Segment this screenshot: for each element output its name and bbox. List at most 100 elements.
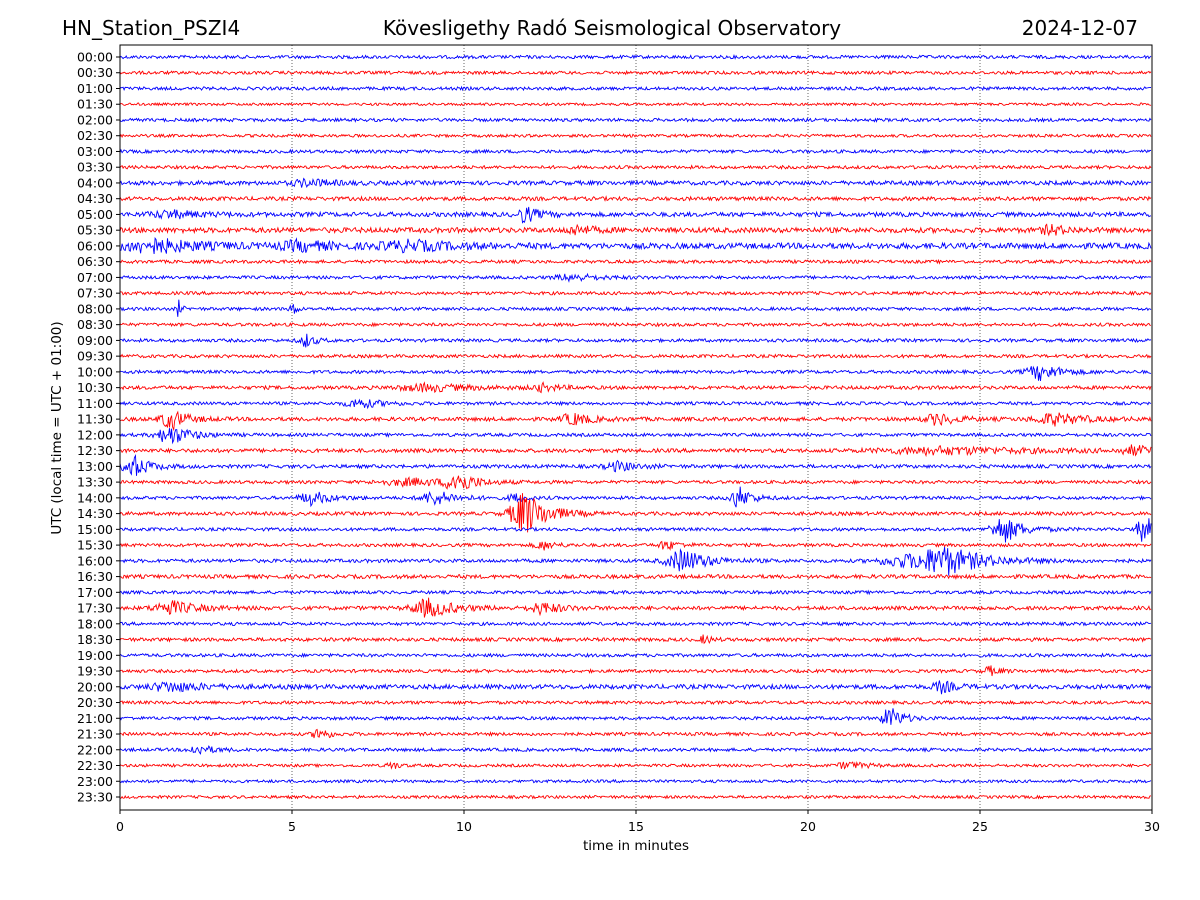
trace-2130 — [119, 728, 1152, 739]
y-tick-label: 01:30 — [77, 97, 113, 112]
y-tick-label: 09:00 — [77, 333, 113, 348]
y-tick-label: 05:30 — [77, 223, 113, 238]
trace-0430 — [119, 195, 1152, 203]
x-tick-label: 30 — [1144, 819, 1160, 834]
trace-1830 — [119, 634, 1152, 645]
y-tick-label: 10:00 — [77, 364, 113, 379]
y-tick-label: 02:00 — [77, 112, 113, 127]
y-tick-label: 15:30 — [77, 538, 113, 553]
y-tick-label: 12:30 — [77, 443, 113, 458]
trace-0300 — [119, 148, 1152, 155]
trace-2200 — [119, 745, 1152, 755]
trace-1730 — [119, 597, 1152, 618]
trace-1530 — [119, 540, 1152, 551]
trace-0400 — [119, 177, 1152, 188]
trace-1500 — [119, 518, 1152, 543]
y-tick-label: 02:30 — [77, 128, 113, 143]
trace-0230 — [119, 133, 1152, 139]
grid-lines — [291, 45, 981, 810]
y-tick-label: 04:00 — [77, 175, 113, 190]
y-tick-label: 03:00 — [77, 144, 113, 159]
x-tick-label: 5 — [288, 819, 296, 834]
trace-1130 — [119, 410, 1152, 432]
traces — [119, 54, 1152, 800]
trace-1300 — [119, 453, 1152, 476]
trace-0700 — [119, 272, 1152, 283]
trace-1000 — [119, 365, 1152, 382]
trace-1900 — [119, 652, 1152, 659]
x-tick-label: 20 — [800, 819, 816, 834]
y-tick-label: 16:30 — [77, 569, 113, 584]
trace-2300 — [119, 778, 1152, 784]
trace-0800 — [119, 299, 1152, 317]
trace-1930 — [119, 665, 1152, 677]
trace-1330 — [119, 475, 1152, 490]
x-tick-label: 15 — [628, 819, 644, 834]
y-tick-label: 18:00 — [77, 616, 113, 631]
trace-0000 — [119, 54, 1152, 60]
y-tick-label: 19:30 — [77, 664, 113, 679]
y-tick-label: 14:00 — [77, 490, 113, 505]
trace-1430 — [119, 493, 1152, 533]
y-tick-label: 06:30 — [77, 254, 113, 269]
y-tick-label: 20:30 — [77, 695, 113, 710]
trace-0900 — [120, 333, 1152, 348]
y-axis-label: UTC (local time = UTC + 01:00) — [49, 321, 65, 534]
y-tick-label: 21:00 — [77, 711, 113, 726]
trace-0930 — [119, 353, 1152, 359]
y-tick-label: 06:00 — [77, 238, 113, 253]
y-tick-label: 13:00 — [77, 459, 113, 474]
x-tick-label: 0 — [116, 819, 124, 834]
x-tick-label: 10 — [456, 819, 472, 834]
trace-2230 — [119, 761, 1152, 770]
y-tick-label: 17:00 — [77, 585, 113, 600]
station-title: HN_Station_PSZI4 — [62, 16, 240, 40]
y-ticks: 00:0000:3001:0001:3002:0002:3003:0003:30… — [77, 50, 120, 805]
trace-0600 — [119, 236, 1152, 255]
trace-2030 — [119, 699, 1152, 706]
trace-2000 — [119, 680, 1152, 695]
trace-1600 — [119, 547, 1152, 576]
y-tick-label: 22:00 — [77, 742, 113, 757]
y-tick-label: 21:30 — [77, 727, 113, 742]
x-axis-label: time in minutes — [583, 838, 689, 854]
y-tick-label: 10:30 — [77, 380, 113, 395]
y-tick-label: 17:30 — [77, 601, 113, 616]
trace-0830 — [119, 321, 1152, 328]
y-tick-label: 23:30 — [77, 790, 113, 805]
trace-0530 — [119, 223, 1152, 237]
y-tick-label: 07:00 — [77, 270, 113, 285]
trace-1630 — [119, 573, 1152, 580]
y-tick-label: 08:00 — [77, 301, 113, 316]
y-tick-label: 11:30 — [77, 412, 113, 427]
y-tick-label: 18:30 — [77, 632, 113, 647]
trace-2330 — [119, 794, 1152, 800]
y-tick-label: 19:00 — [77, 648, 113, 663]
y-tick-label: 14:30 — [77, 506, 113, 521]
y-tick-label: 01:00 — [77, 81, 113, 96]
x-tick-label: 25 — [972, 819, 988, 834]
y-tick-label: 00:30 — [77, 65, 113, 80]
trace-1030 — [119, 381, 1152, 394]
date-title: 2024-12-07 — [1022, 16, 1138, 40]
y-tick-label: 22:30 — [77, 758, 113, 773]
y-tick-label: 09:30 — [77, 349, 113, 364]
y-tick-label: 13:30 — [77, 475, 113, 490]
y-tick-label: 16:00 — [77, 553, 113, 568]
y-tick-label: 08:30 — [77, 317, 113, 332]
trace-0130 — [119, 101, 1152, 107]
trace-0200 — [119, 117, 1152, 123]
trace-1800 — [119, 620, 1152, 627]
y-tick-label: 07:30 — [77, 286, 113, 301]
trace-1700 — [119, 589, 1152, 596]
y-tick-label: 11:00 — [77, 396, 113, 411]
trace-1230 — [119, 444, 1152, 458]
trace-0330 — [119, 164, 1152, 171]
trace-0030 — [119, 69, 1152, 76]
x-ticks: 0 5 10 15 20 25 30 — [116, 810, 1160, 834]
y-tick-label: 12:00 — [77, 427, 113, 442]
trace-1200 — [119, 428, 1152, 445]
trace-0500 — [119, 206, 1152, 224]
y-tick-label: 03:30 — [77, 160, 113, 175]
